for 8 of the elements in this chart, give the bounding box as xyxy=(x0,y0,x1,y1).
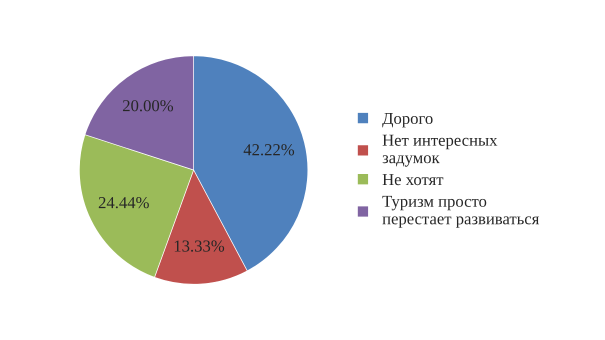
data-label: 24.44% xyxy=(98,196,149,208)
data-label: 20.00% xyxy=(122,100,174,112)
legend-label: Нет интересных задумок xyxy=(382,134,498,167)
legend-label: Не хотят xyxy=(382,174,444,186)
data-label: 13.33% xyxy=(174,240,224,252)
data-label: 42.22% xyxy=(244,144,294,156)
legend-label: Дорого xyxy=(382,112,433,128)
legend-label: Туризм просто перестает развиваться xyxy=(382,196,540,228)
